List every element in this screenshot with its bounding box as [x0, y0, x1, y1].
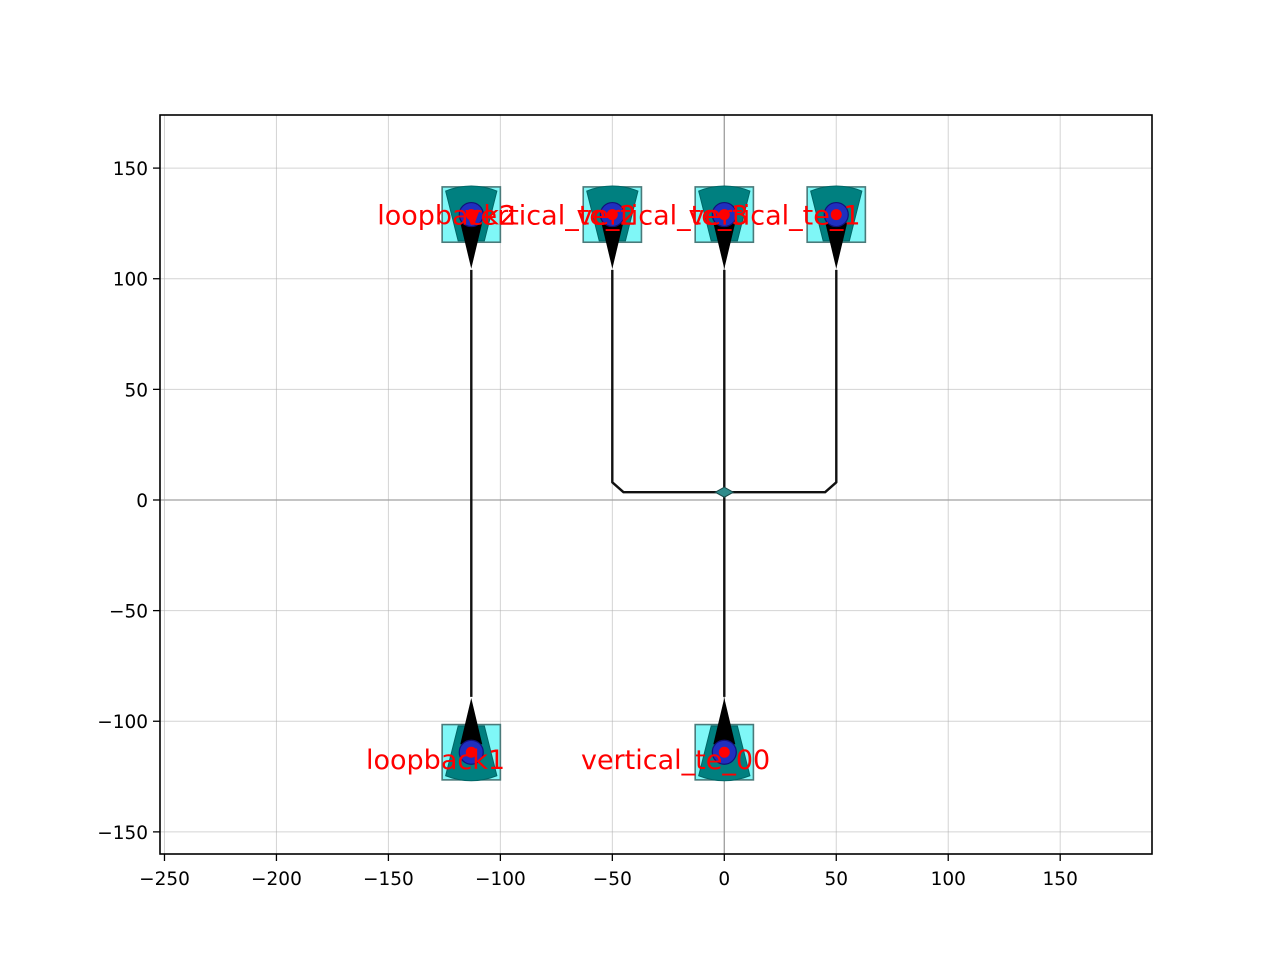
x-tick-label: −50: [593, 869, 632, 890]
port-center: [718, 746, 730, 758]
grating-coupler: [441, 185, 502, 269]
component-label: loopback1: [366, 745, 505, 776]
grating-coupler: [694, 698, 755, 782]
component-label: vertical_te_00: [581, 745, 770, 776]
x-tick-label: 100: [931, 869, 966, 890]
x-tick-label: 150: [1043, 869, 1078, 890]
axis-ticks: −250 −200 −150 −100 −50 0 50 100 150 −150 −100 −50 0…: [97, 159, 1078, 890]
y-tick-label: 50: [124, 380, 148, 401]
x-tick-label: −100: [475, 869, 526, 890]
grating-coupler: [694, 185, 755, 269]
coupler-taper: [825, 222, 848, 269]
waveguide-routes: [470, 269, 838, 697]
coupler-taper: [713, 698, 736, 745]
x-tick-label: −250: [139, 869, 190, 890]
x-tick-label: −150: [363, 869, 414, 890]
grating-coupler: [441, 698, 502, 782]
y-tick-label: −100: [97, 712, 148, 733]
y-tick-label: 100: [113, 270, 148, 291]
component-labels: loopback2vertical_te_2vertical_te_3verti…: [366, 201, 861, 776]
coupler-taper: [713, 222, 736, 269]
grating-couplers: [441, 185, 867, 782]
y-tick-label: 150: [113, 159, 148, 180]
component-label: loopback2: [377, 201, 516, 232]
port-center: [465, 209, 477, 221]
y-tick-label: 0: [136, 491, 148, 512]
grating-coupler: [582, 185, 643, 269]
plot-frame: [159, 114, 1153, 855]
splitter: [714, 486, 735, 498]
component-label: vertical_te_1: [688, 201, 860, 232]
coupler-taper: [460, 698, 483, 745]
port-center: [606, 209, 618, 221]
coupler-taper: [460, 222, 483, 269]
port-center: [465, 746, 477, 758]
grating-coupler: [806, 185, 867, 269]
x-tick-label: 0: [718, 869, 730, 890]
y-tick-label: −50: [109, 602, 148, 623]
port-center: [718, 209, 730, 221]
y-tick-label: −150: [97, 823, 148, 844]
x-tick-label: 50: [824, 869, 848, 890]
component-label: vertical_te_2: [465, 201, 637, 232]
coupler-taper: [601, 222, 624, 269]
port-center: [830, 209, 842, 221]
component-label: vertical_te_3: [577, 201, 749, 232]
x-tick-label: −200: [251, 869, 302, 890]
